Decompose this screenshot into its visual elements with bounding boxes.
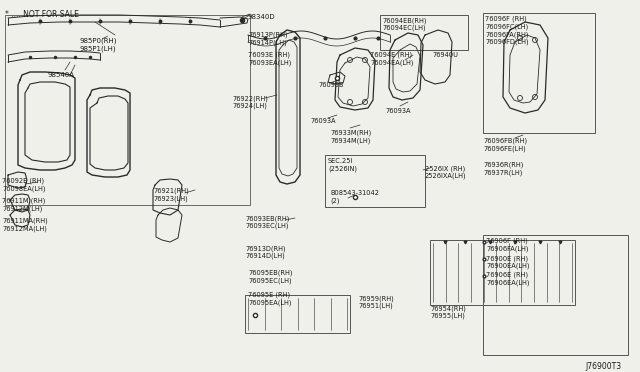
Bar bbox=[5, 15, 250, 205]
Text: 76959(RH)
76951(LH): 76959(RH) 76951(LH) bbox=[358, 295, 394, 309]
Text: SEC.25l
(2526lN): SEC.25l (2526lN) bbox=[328, 158, 357, 171]
Text: 76954(RH)
76955(LH): 76954(RH) 76955(LH) bbox=[430, 305, 466, 319]
Bar bbox=[380, 15, 468, 50]
Text: 76906F (RH)
76906FA(LH): 76906F (RH) 76906FA(LH) bbox=[486, 238, 529, 252]
Text: 76096F (RH)
76096FC(LH)
76096FA(RH)
76096FD(LH): 76096F (RH) 76096FC(LH) 76096FA(RH) 7609… bbox=[485, 16, 529, 45]
Bar bbox=[430, 240, 575, 305]
Text: 2526lX (RH)
2526lXA(LH): 2526lX (RH) 2526lXA(LH) bbox=[425, 165, 467, 179]
Bar bbox=[483, 235, 628, 355]
Text: 76094EB(RH)
76094EC(LH): 76094EB(RH) 76094EC(LH) bbox=[382, 17, 426, 31]
Text: 76933M(RH)
76934M(LH): 76933M(RH) 76934M(LH) bbox=[330, 130, 371, 144]
Text: J76900T3: J76900T3 bbox=[585, 362, 621, 371]
Text: 76099B: 76099B bbox=[318, 82, 344, 88]
Text: 76095E (RH)
76095EA(LH): 76095E (RH) 76095EA(LH) bbox=[248, 292, 291, 306]
Text: 76093A: 76093A bbox=[310, 118, 335, 124]
Text: 985P0(RH)
985P1(LH): 985P0(RH) 985P1(LH) bbox=[80, 38, 118, 52]
Text: 76913P(RH)
76914P(LH): 76913P(RH) 76914P(LH) bbox=[248, 32, 287, 46]
Text: 76093E (RH)
76093EA(LH): 76093E (RH) 76093EA(LH) bbox=[248, 52, 291, 66]
Text: 76940U: 76940U bbox=[432, 52, 458, 58]
Text: 76095EB(RH)
76095EC(LH): 76095EB(RH) 76095EC(LH) bbox=[248, 270, 292, 284]
Text: 76913D(RH)
76914D(LH): 76913D(RH) 76914D(LH) bbox=[245, 245, 285, 259]
Text: 76093EB(RH)
76093EC(LH): 76093EB(RH) 76093EC(LH) bbox=[245, 215, 289, 229]
Text: 76936R(RH)
76937R(LH): 76936R(RH) 76937R(LH) bbox=[483, 162, 524, 176]
Bar bbox=[483, 13, 595, 133]
Text: 76093A: 76093A bbox=[385, 108, 410, 114]
Bar bbox=[325, 155, 425, 207]
Text: B08543-31042
(2): B08543-31042 (2) bbox=[330, 190, 379, 203]
Text: 76900E (RH)
76900EA(LH): 76900E (RH) 76900EA(LH) bbox=[486, 255, 529, 269]
Text: * .... NOT FOR SALE: * .... NOT FOR SALE bbox=[5, 10, 79, 19]
Text: 76911M (RH)
76912M(LH): 76911M (RH) 76912M(LH) bbox=[2, 198, 45, 212]
Text: 98340D: 98340D bbox=[248, 14, 276, 20]
Text: 76094E (RH)
76094EA(LH): 76094E (RH) 76094EA(LH) bbox=[370, 52, 413, 66]
Text: 76921(RH)
76923(LH): 76921(RH) 76923(LH) bbox=[153, 188, 189, 202]
Text: 76922(RH)
76924(LH): 76922(RH) 76924(LH) bbox=[232, 95, 268, 109]
Text: 76092E (RH)
76098EA(LH): 76092E (RH) 76098EA(LH) bbox=[2, 178, 45, 192]
Text: 76911MA(RH)
76912MA(LH): 76911MA(RH) 76912MA(LH) bbox=[2, 218, 48, 232]
Text: 76906E (RH)
76906EA(LH): 76906E (RH) 76906EA(LH) bbox=[486, 272, 529, 286]
Bar bbox=[245, 295, 350, 333]
Text: 76096FB(RH)
76096FE(LH): 76096FB(RH) 76096FE(LH) bbox=[483, 138, 527, 152]
Text: 98540A: 98540A bbox=[48, 72, 75, 78]
